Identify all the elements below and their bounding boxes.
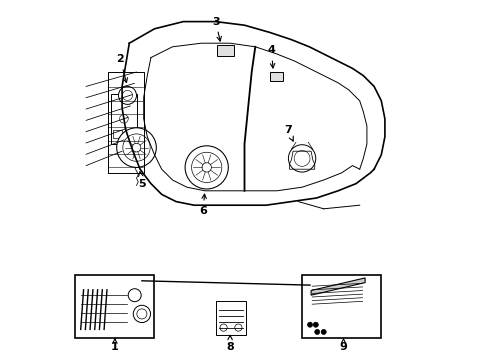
Bar [302, 275, 381, 338]
Circle shape [294, 150, 309, 166]
Circle shape [118, 86, 136, 104]
Circle shape [234, 324, 242, 331]
Circle shape [128, 289, 141, 302]
Circle shape [117, 128, 156, 167]
Text: 1: 1 [111, 339, 119, 352]
Bar [215, 301, 246, 335]
Text: 6: 6 [199, 194, 206, 216]
Circle shape [122, 134, 150, 161]
Polygon shape [310, 278, 365, 295]
Circle shape [307, 322, 312, 327]
Bar [111, 94, 136, 144]
Circle shape [191, 152, 222, 183]
Circle shape [202, 163, 211, 172]
Circle shape [122, 90, 132, 100]
Circle shape [314, 329, 319, 334]
Bar [113, 130, 122, 138]
Bar [269, 72, 283, 81]
Bar [75, 275, 154, 338]
Circle shape [185, 146, 228, 189]
Circle shape [137, 309, 146, 319]
Circle shape [313, 322, 318, 327]
Text: 5: 5 [138, 172, 145, 189]
Text: 8: 8 [226, 335, 233, 352]
Text: 2: 2 [116, 54, 127, 82]
Text: 3: 3 [211, 17, 221, 41]
Circle shape [120, 114, 128, 123]
Circle shape [321, 329, 325, 334]
Circle shape [133, 305, 150, 323]
Text: 4: 4 [267, 45, 275, 68]
Bar [217, 45, 233, 56]
Circle shape [132, 143, 141, 152]
Circle shape [288, 145, 315, 172]
Text: 9: 9 [339, 339, 347, 352]
Circle shape [220, 324, 227, 331]
Text: 7: 7 [283, 125, 293, 141]
